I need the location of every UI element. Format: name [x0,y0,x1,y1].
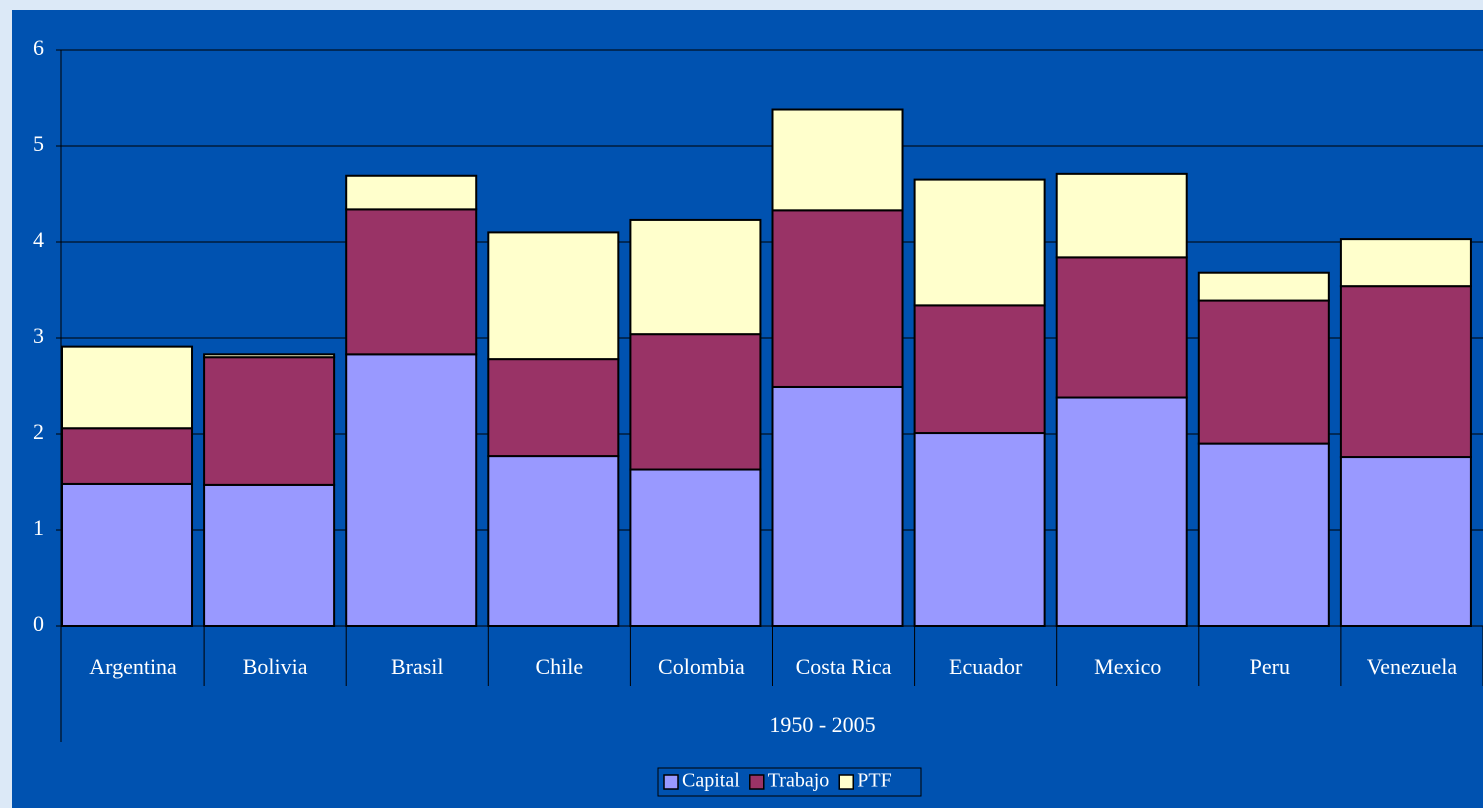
bar-segment [487,455,620,627]
legend-label: Capital [682,770,740,792]
x-tick-label: Bolivia [243,654,308,679]
bar-segment [1055,256,1188,399]
bar-segment [61,427,194,485]
bar-segment [345,174,478,211]
bar-segment [771,108,904,212]
bar-segment [1197,271,1330,302]
x-tick-label: Costa Rica [796,654,892,679]
y-tick-label: 5 [33,131,44,156]
bar-segment [345,208,478,356]
bar-segment [1339,285,1472,459]
bar-segment [1055,396,1188,627]
bar-segment [629,333,762,471]
legend-label: PTF [857,770,891,792]
bar-segment [203,483,336,627]
y-tick-label: 2 [33,419,44,444]
bar-segment [771,209,904,388]
bar-segment [913,178,1046,307]
y-tick-label: 0 [33,611,44,636]
y-tick-label: 6 [33,35,44,60]
x-tick-label: Colombia [658,654,745,679]
x-tick-label: Ecuador [949,654,1023,679]
x-tick-label: Chile [536,654,584,679]
bar-segment [203,353,336,359]
y-tick-label: 3 [33,323,44,348]
legend-swatch [663,774,679,790]
bar-segment [61,345,194,430]
legend-label: Trabajo [768,770,829,792]
bar-segment [345,353,478,627]
y-tick-label: 1 [33,515,44,540]
bar-segment [203,356,336,486]
legend-swatch [749,774,765,790]
legend-box [657,767,922,797]
bar-segment [1197,442,1330,627]
bar-segment [61,482,194,628]
bar-segment [487,231,620,361]
bar-segment [1339,238,1472,288]
bar-segment [629,468,762,627]
x-tick-label: Peru [1250,654,1290,679]
x-tick-label: Brasil [391,654,444,679]
bar-segment [771,385,904,627]
bar-segment [1339,456,1472,628]
y-tick-label: 4 [33,227,44,252]
bar-segment [629,218,762,336]
bar-segment [913,304,1046,435]
x-tick-label: Mexico [1094,654,1161,679]
x-axis-title: 1950 - 2005 [769,712,875,737]
x-tick-label: Venezuela [1367,654,1458,679]
bar-segment [487,358,620,458]
bar-segment [913,432,1046,628]
x-tick-label: Argentina [89,654,177,679]
legend-swatch [838,774,854,790]
bar-segment [1197,299,1330,445]
bar-segment [1055,172,1188,259]
